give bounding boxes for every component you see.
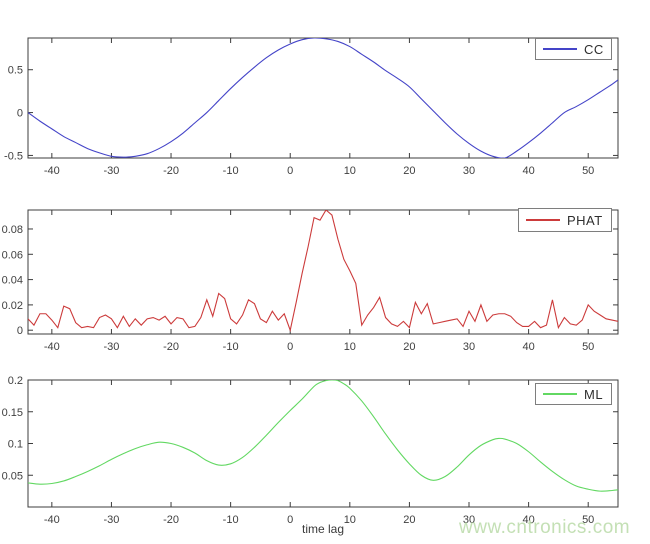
ml-curve	[28, 380, 618, 492]
y-tick-label: 0	[17, 325, 23, 337]
y-tick-label: -0.5	[4, 150, 23, 162]
watermark-text: www.cntronics.com	[459, 517, 631, 538]
x-tick-label: 0	[287, 341, 293, 353]
subplot-phat: -40 -30 -20 -10 0 10 20 30 40 50 0.08 0.06 0.04 0.02 0	[2, 209, 619, 353]
y-tick-label: 0.06	[2, 249, 23, 261]
x-tick-label: 10	[344, 165, 356, 177]
y-tick-label: 0.15	[2, 407, 23, 419]
x-axis-label: time lag	[301, 522, 345, 536]
x-tick-label: -30	[103, 165, 119, 177]
axes-box	[27, 209, 619, 335]
x-tick-label: 20	[403, 165, 415, 177]
legend-label-phat: PHAT	[567, 212, 603, 228]
x-tick-label: 0	[287, 165, 293, 177]
x-tick-label: 30	[463, 514, 475, 526]
legend-ml: ML	[535, 383, 612, 405]
legend-phat: PHAT	[518, 208, 612, 232]
cc-curve	[28, 38, 618, 158]
axes-box	[27, 37, 619, 159]
y-tick-label: 0.2	[8, 375, 23, 387]
x-tick-label: -40	[44, 341, 60, 353]
y-tick-label: 0.5	[8, 65, 23, 77]
x-tick-label: 40	[522, 341, 534, 353]
x-tick-label: -40	[44, 165, 60, 177]
x-tick-label: 30	[463, 341, 475, 353]
x-tick-label: -10	[223, 165, 239, 177]
x-tick-label: 20	[403, 341, 415, 353]
subplot-ml: -40 -30 -20 -10 0 10 20 30 40 50 0.2 0.15 0.1 0.05	[2, 375, 619, 526]
phat-curve	[28, 210, 618, 333]
x-tick-label: -40	[44, 514, 60, 526]
y-tick-label: 0.04	[2, 275, 23, 287]
x-tick-label: -20	[163, 165, 179, 177]
x-tick-label: 40	[522, 514, 534, 526]
y-tick-label: 0.1	[8, 439, 23, 451]
x-tick-label: -30	[103, 341, 119, 353]
y-tick-label: 0	[17, 108, 23, 120]
legend-line-sample-phat	[526, 219, 560, 221]
x-tick-label: 50	[582, 341, 594, 353]
x-tick-label: -10	[223, 514, 239, 526]
x-tick-label: 10	[344, 341, 356, 353]
subplot-cc: -40 -30 -20 -10 0 10 20 30 40 50 0.5 0 -0.5	[4, 37, 619, 177]
y-tick-label: 0.02	[2, 300, 23, 312]
legend-label-ml: ML	[584, 386, 604, 402]
x-tick-label: 30	[463, 165, 475, 177]
legend-line-sample-ml	[543, 393, 577, 395]
legend-line-sample-cc	[543, 48, 577, 50]
x-tick-label: 0	[287, 514, 293, 526]
x-tick-label: 20	[403, 514, 415, 526]
x-tick-label: -20	[163, 341, 179, 353]
x-tick-label: -10	[223, 341, 239, 353]
y-tick-label: 0.08	[2, 224, 23, 236]
x-tick-label: 40	[522, 165, 534, 177]
legend-cc: CC	[535, 38, 612, 60]
x-tick-label: 50	[582, 165, 594, 177]
x-tick-label: -20	[163, 514, 179, 526]
y-tick-label: 0.05	[2, 470, 23, 482]
x-tick-label: 10	[344, 514, 356, 526]
axes-box	[27, 379, 619, 508]
x-tick-label: -30	[103, 514, 119, 526]
legend-label-cc: CC	[584, 41, 604, 57]
x-tick-label: 50	[582, 514, 594, 526]
